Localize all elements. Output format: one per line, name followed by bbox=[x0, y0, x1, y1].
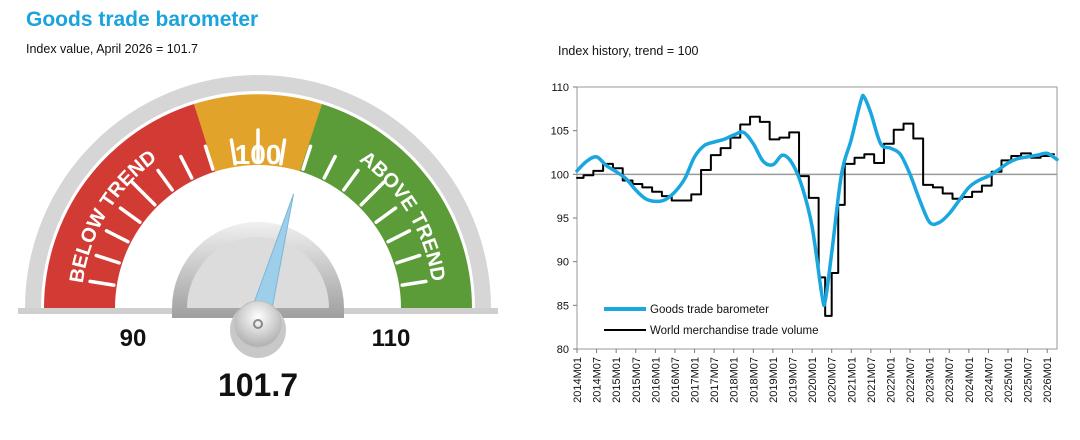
x-tick-label: 2023M01 bbox=[925, 357, 937, 403]
x-tick-label: 2014M01 bbox=[572, 357, 584, 403]
legend-label-barometer: Goods trade barometer bbox=[650, 304, 769, 316]
gauge-hub bbox=[234, 300, 282, 348]
x-tick-label: 2022M07 bbox=[905, 357, 917, 403]
series-layer bbox=[575, 93, 1059, 317]
gauge-min-label: 90 bbox=[120, 325, 147, 352]
y-tick-label: 85 bbox=[557, 300, 569, 312]
gauge-tick bbox=[94, 253, 121, 265]
y-tick-label: 80 bbox=[557, 344, 569, 356]
x-tick-label: 2019M07 bbox=[788, 357, 800, 403]
x-tick-label: 2014M07 bbox=[592, 357, 604, 403]
x-tick-label: 2025M01 bbox=[1003, 357, 1015, 403]
gauge-tick bbox=[359, 180, 386, 207]
x-tick-label: 2015M07 bbox=[631, 357, 643, 403]
y-tick-label: 110 bbox=[551, 82, 569, 94]
x-tick-label: 2020M07 bbox=[827, 357, 839, 403]
gauge-subtitle: Index value, April 2026 = 101.7 bbox=[26, 42, 199, 56]
gauge-tick bbox=[229, 138, 237, 166]
gauge-tick bbox=[104, 229, 130, 244]
y-tick-label: 100 bbox=[551, 169, 569, 181]
y-tick-label: 90 bbox=[557, 257, 569, 269]
gauge-mid-label: 100 bbox=[235, 139, 282, 170]
gauge-tick bbox=[179, 154, 194, 180]
x-tick-label: 2025M07 bbox=[1023, 357, 1035, 403]
x-tick-label: 2018M07 bbox=[748, 357, 760, 403]
plot-area bbox=[576, 86, 1058, 350]
x-tick-label: 2024M01 bbox=[964, 357, 976, 403]
x-tick-label: 2016M01 bbox=[650, 357, 662, 403]
gauge-bowl-inner bbox=[187, 237, 329, 308]
gauge-tick bbox=[156, 168, 174, 192]
legend-label-trade-volume: World merchandise trade volume bbox=[650, 325, 819, 337]
chart-subtitle: Index history, trend = 100 bbox=[558, 44, 699, 58]
x-tick-label: 2024M07 bbox=[983, 357, 995, 403]
gauge-tick bbox=[322, 154, 337, 180]
gauge-tick bbox=[301, 144, 313, 171]
x-axis: 2014M01 2014M07 2015M01 2015M07 2016M01 2016M… bbox=[572, 349, 1054, 403]
gauge-tick bbox=[342, 168, 360, 192]
gauge-tick bbox=[395, 253, 422, 265]
gauge-tick bbox=[279, 138, 287, 166]
gauge-ticks bbox=[88, 128, 428, 287]
gauge-tick bbox=[203, 144, 215, 171]
y-tick-label: 105 bbox=[551, 126, 569, 138]
series-line-barometer bbox=[575, 93, 1059, 308]
gauge-tick bbox=[118, 206, 142, 224]
gauge-max-label: 110 bbox=[372, 325, 411, 352]
page-title: Goods trade barometer bbox=[26, 8, 259, 31]
x-tick-label: 2020M01 bbox=[807, 357, 819, 403]
y-tick-label: 95 bbox=[557, 213, 569, 225]
x-tick-label: 2021M01 bbox=[846, 357, 858, 403]
gauge-hub-center bbox=[253, 319, 263, 329]
gauge-value-label: 101.7 bbox=[218, 367, 298, 403]
x-tick-label: 2019M01 bbox=[768, 357, 780, 403]
gauge-tick bbox=[88, 279, 116, 287]
x-tick-label: 2018M01 bbox=[729, 357, 741, 403]
x-tick-label: 2022M01 bbox=[885, 357, 897, 403]
x-tick-label: 2016M07 bbox=[670, 357, 682, 403]
legend: Goods trade barometer World merchandise … bbox=[604, 304, 819, 337]
gauge-tick bbox=[374, 206, 398, 224]
gauge-tick bbox=[386, 229, 412, 244]
y-axis: 80 85 90 95 100 105 110 bbox=[551, 82, 577, 356]
gauge-tick bbox=[400, 279, 428, 287]
series-line-trade-volume bbox=[576, 115, 1055, 317]
x-tick-label: 2015M01 bbox=[611, 357, 623, 403]
gauge-tick bbox=[130, 180, 157, 207]
x-tick-label: 2017M07 bbox=[709, 357, 721, 403]
x-tick-label: 2026M01 bbox=[1042, 357, 1054, 403]
x-tick-label: 2017M01 bbox=[690, 357, 702, 403]
x-tick-label: 2021M07 bbox=[866, 357, 878, 403]
gauge: 100 BELOW TREND ABOVE TREND 90 110 101.7 bbox=[18, 75, 498, 403]
x-tick-label: 2023M07 bbox=[944, 357, 956, 403]
